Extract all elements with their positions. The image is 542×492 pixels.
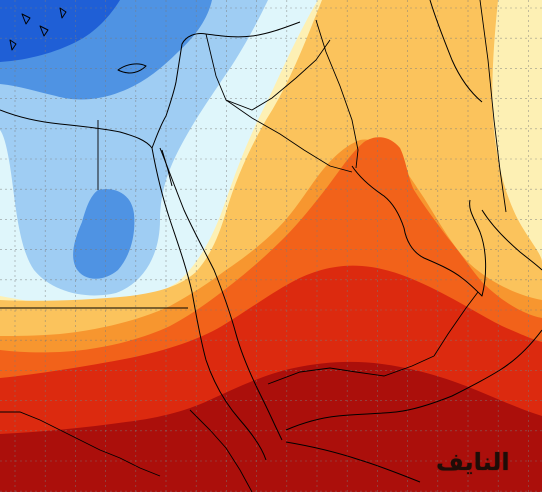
saudi-yemen-border [267,355,435,385]
ethiopia-border [189,409,253,492]
mediterranean-coast [0,21,301,149]
gulf-of-oman-coast [481,209,542,271]
cyprus-outline [117,63,147,74]
band-mid-blue-sea [73,189,135,279]
persian-gulf-coast [351,165,487,297]
sudan-south-border [0,411,161,477]
saudi-oman-border [433,291,479,357]
gulf-of-aqaba [161,149,173,187]
arabian-sea-coast [285,329,542,431]
iraq-iran-border [315,19,359,169]
author-watermark: النايف [436,448,510,476]
iran-east-border [479,0,507,213]
aegean-islands [9,7,67,51]
iraq-saudi-border [225,99,353,173]
caspian-coast [429,0,483,103]
red-sea-west-coast [151,147,267,461]
band-deep-blue [0,0,120,62]
band-dark-red [0,361,542,492]
red-sea-east-coast [159,147,283,441]
horn-of-africa-coast [285,441,421,483]
levant-borders [205,33,331,111]
